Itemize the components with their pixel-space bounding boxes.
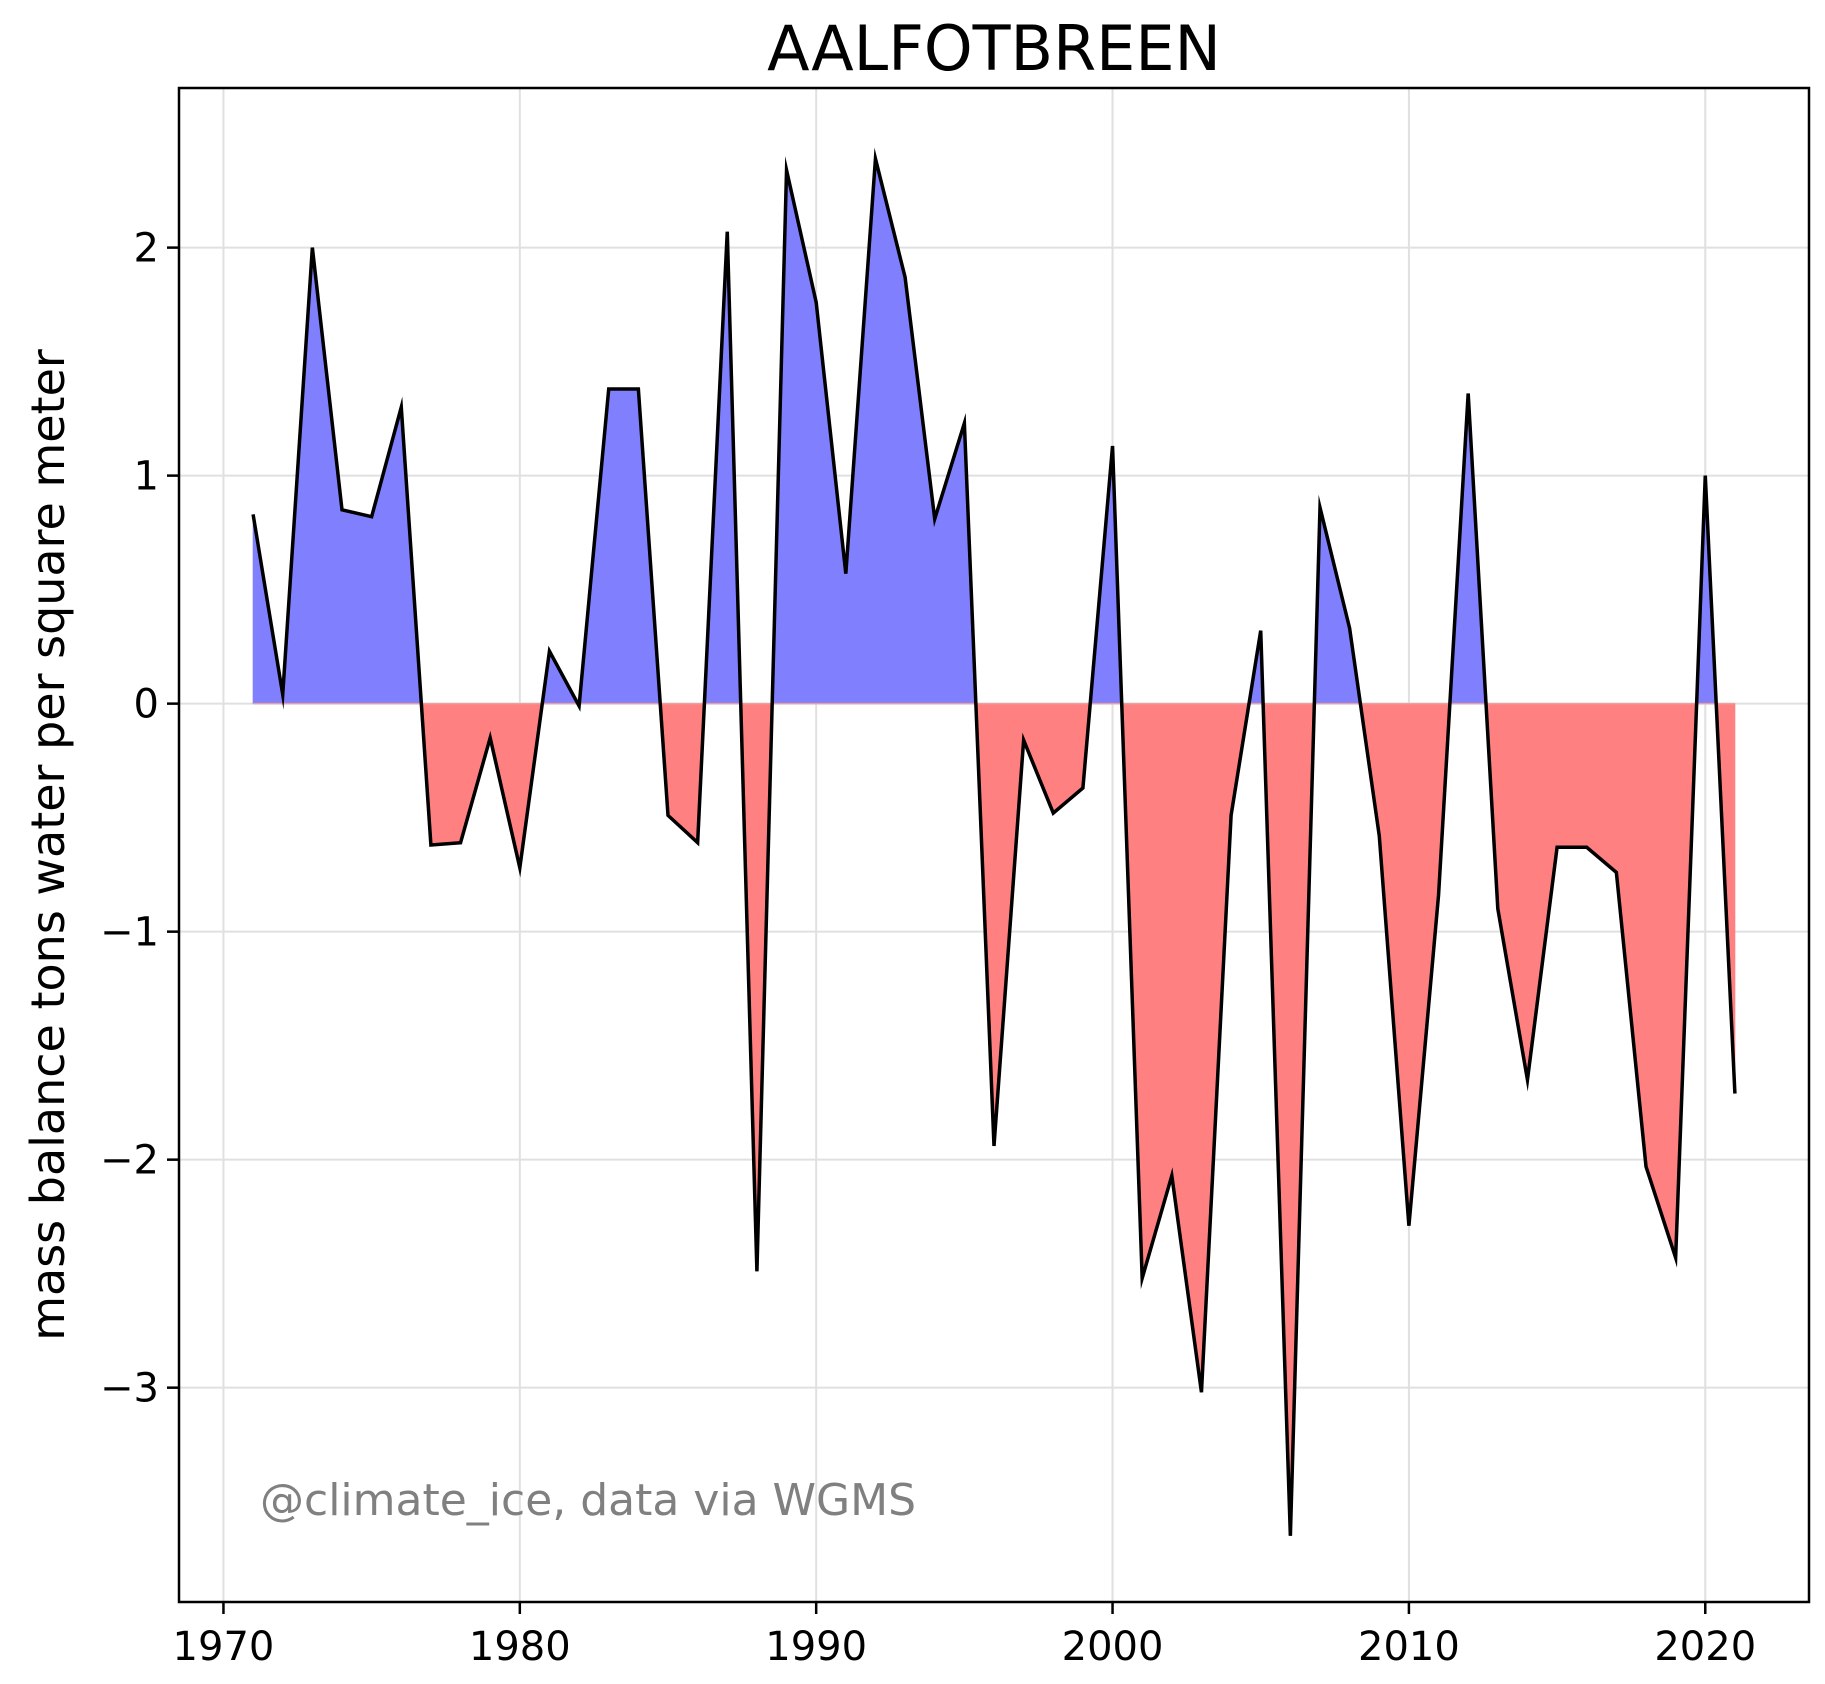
negative-area [1586,703,1617,874]
plot-frame [177,86,1811,1604]
x-tick-label: 2010 [1358,1624,1460,1670]
x-tick-label: 2000 [1062,1624,1164,1670]
positive-area [608,388,639,705]
y-tick-label: −1 [100,910,159,956]
y-axis-label: mass balance tons water per square meter [21,349,75,1341]
x-tick-label: 2020 [1654,1624,1756,1670]
negative-area [1556,703,1588,848]
x-tick-label: 1990 [765,1624,867,1670]
negative-area [430,703,461,846]
watermark-annotation: @climate_ice, data via WGMS [260,1475,916,1526]
y-tick-label: 0 [134,682,159,728]
area-fills [252,158,1736,1536]
positive-area [341,509,373,705]
chart-title: AALFOTBREEN [767,12,1221,85]
y-tick-label: −2 [100,1138,159,1184]
series-line-path [251,147,1737,1536]
y-tick-label: −3 [100,1366,159,1412]
axis-ticks: 1970 1980 1990 2000 2010 2020 −3 −2 −1 0 1 2 [100,226,1756,1670]
y-tick-label: 2 [134,226,159,272]
series-line [251,147,1737,1536]
x-tick-label: 1970 [173,1624,275,1670]
x-tick-label: 1980 [469,1624,571,1670]
y-tick-label: 1 [134,454,159,500]
